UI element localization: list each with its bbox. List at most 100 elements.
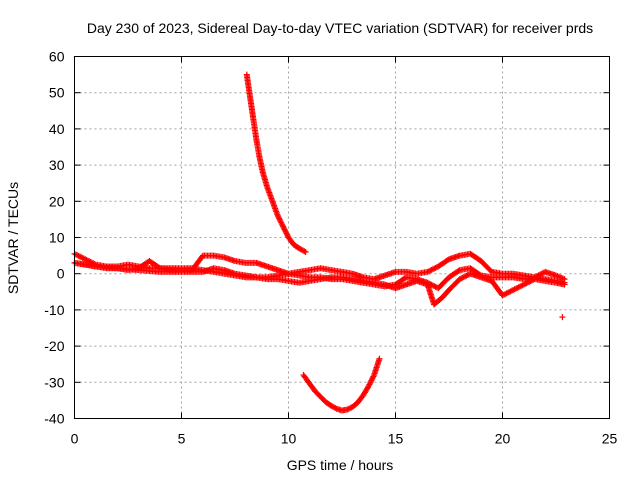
y-tick-label: -20 [44,338,64,354]
data-point [278,219,285,226]
data-point [508,287,515,294]
x-tick-label: 25 [602,431,618,447]
data-point [280,224,287,231]
data-point [519,282,526,289]
data-point [276,215,283,222]
data-point [429,266,436,273]
data-point [366,381,373,388]
data-point [78,254,85,261]
data-point [463,272,470,279]
data-point [80,255,87,262]
data-point [503,290,510,297]
data-point [367,380,374,387]
data-point [516,283,523,290]
data-point [344,406,351,413]
data-point [277,218,284,225]
data-point [365,382,372,389]
series-pass-negative-arc [300,355,383,414]
data-point [464,272,471,279]
data-point [87,258,94,265]
data-point [280,223,287,230]
data-point [428,266,435,273]
data-point [282,229,289,236]
data-points [71,71,568,414]
y-tick-label: -10 [44,302,64,318]
y-axis-ticks: -40 -30 -20 -10 0 10 20 30 40 50 60 [44,49,610,427]
data-point [514,284,521,291]
data-point [500,291,507,298]
data-point [302,248,309,255]
data-point [526,278,533,285]
data-point [559,314,566,321]
y-tick-label: 60 [49,49,65,65]
data-point [522,280,529,287]
data-point [376,355,383,362]
data-point [369,374,376,381]
data-point [275,214,282,221]
data-point [502,291,509,298]
data-point [369,376,376,383]
data-point [83,256,90,263]
data-point [276,216,283,223]
y-tick-label: 50 [49,85,65,101]
data-point [76,253,83,260]
data-point [456,276,463,283]
data-point [281,226,288,233]
series-isolated-point [559,314,566,321]
data-point [506,289,513,296]
series-track-c [71,259,568,292]
data-point [332,405,339,412]
x-tick-label: 5 [178,431,186,447]
data-point [561,279,568,286]
data-point [458,275,465,282]
data-point [282,227,289,234]
y-tick-label: 30 [49,157,65,173]
data-point [367,378,374,385]
data-point [278,220,285,227]
data-point [428,281,435,288]
data-point [427,267,434,274]
x-tick-label: 0 [71,431,79,447]
data-point [79,254,86,261]
data-point [536,271,543,278]
data-point [511,286,518,293]
data-point [459,274,466,281]
x-axis-ticks: 0 5 10 15 20 25 [71,56,618,447]
data-point [75,252,82,259]
x-tick-label: 20 [495,431,511,447]
y-tick-label: -40 [44,411,64,427]
data-point [515,284,522,291]
data-point [539,270,546,277]
data-point [431,283,438,290]
data-point [424,279,431,286]
data-point [345,405,352,412]
data-point [274,212,281,219]
data-point [510,286,517,293]
y-tick-label: 10 [49,230,65,246]
y-tick-label: 20 [49,193,65,209]
data-point [425,280,432,287]
y-tick-label: 0 [57,266,65,282]
data-point [424,268,431,275]
data-point [507,288,514,295]
data-point [427,281,434,288]
data-point [74,252,81,259]
data-point [455,267,462,274]
x-tick-label: 10 [281,431,297,447]
chart-title: Day 230 of 2023, Sidereal Day-to-day VTE… [87,20,593,36]
data-point [284,231,291,238]
data-point [347,405,354,412]
data-point [425,268,432,275]
data-point [462,273,469,280]
data-point [301,248,308,255]
data-point [504,289,511,296]
data-point [429,282,436,289]
series-pass-descending [243,71,309,255]
y-axis-label: SDTVAR / TECUs [5,182,21,294]
data-point [82,256,89,263]
data-point [72,251,79,258]
data-point [520,281,527,288]
y-tick-label: -30 [44,374,64,390]
